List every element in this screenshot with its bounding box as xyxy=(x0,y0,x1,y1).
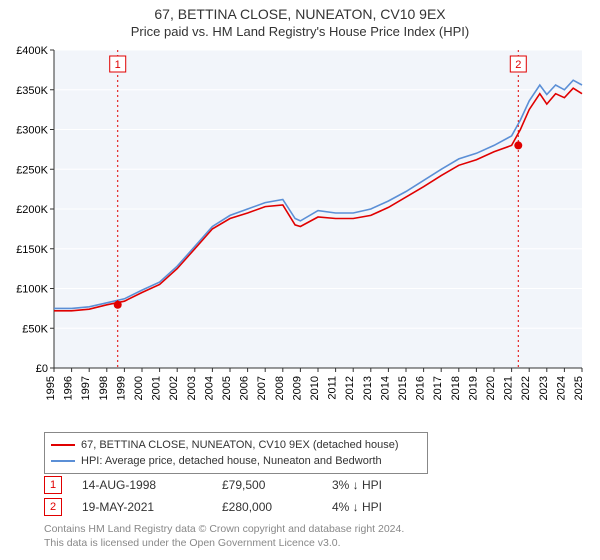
sale-date: 19-MAY-2021 xyxy=(82,500,222,514)
svg-text:2005: 2005 xyxy=(221,376,233,400)
svg-text:2008: 2008 xyxy=(274,376,286,400)
sale-price: £280,000 xyxy=(222,500,332,514)
svg-text:2012: 2012 xyxy=(344,376,356,400)
svg-text:2022: 2022 xyxy=(520,376,532,400)
svg-text:2021: 2021 xyxy=(503,376,515,400)
svg-text:2003: 2003 xyxy=(186,376,198,400)
svg-text:£300K: £300K xyxy=(16,125,48,137)
price-chart: £0 £50K £100K £150K £200K £250K £300K £350K £400… xyxy=(10,44,590,424)
svg-text:2014: 2014 xyxy=(379,376,391,400)
footer-line: Contains HM Land Registry data © Crown c… xyxy=(44,522,404,536)
svg-text:2009: 2009 xyxy=(291,376,303,400)
legend-item: HPI: Average price, detached house, Nune… xyxy=(51,453,421,469)
svg-text:2018: 2018 xyxy=(450,376,462,400)
svg-text:2017: 2017 xyxy=(432,376,444,400)
svg-text:£400K: £400K xyxy=(16,45,48,57)
table-row: 2 19-MAY-2021 £280,000 4% ↓ HPI xyxy=(44,496,422,518)
svg-text:2002: 2002 xyxy=(168,376,180,400)
svg-text:2: 2 xyxy=(515,59,521,71)
svg-text:2016: 2016 xyxy=(415,376,427,400)
svg-text:2023: 2023 xyxy=(538,376,550,400)
svg-text:2015: 2015 xyxy=(397,376,409,400)
svg-text:2025: 2025 xyxy=(573,376,585,400)
sales-table: 1 14-AUG-1998 £79,500 3% ↓ HPI 2 19-MAY-… xyxy=(44,474,422,518)
svg-text:£50K: £50K xyxy=(22,323,48,335)
sale-price: £79,500 xyxy=(222,478,332,492)
svg-text:2013: 2013 xyxy=(362,376,374,400)
sale-marker-icon: 1 xyxy=(44,476,62,494)
svg-text:2011: 2011 xyxy=(327,376,339,400)
svg-text:2024: 2024 xyxy=(555,376,567,400)
legend-swatch xyxy=(51,444,75,446)
svg-text:£0: £0 xyxy=(36,363,48,375)
svg-text:£200K: £200K xyxy=(16,204,48,216)
svg-text:2007: 2007 xyxy=(256,376,268,400)
legend-label: 67, BETTINA CLOSE, NUNEATON, CV10 9EX (d… xyxy=(81,437,399,453)
svg-text:2006: 2006 xyxy=(239,376,251,400)
svg-text:2004: 2004 xyxy=(203,376,215,400)
svg-text:1995: 1995 xyxy=(45,376,57,400)
legend-item: 67, BETTINA CLOSE, NUNEATON, CV10 9EX (d… xyxy=(51,437,421,453)
footer-line: This data is licensed under the Open Gov… xyxy=(44,536,404,550)
svg-text:1999: 1999 xyxy=(115,376,127,400)
attribution-footer: Contains HM Land Registry data © Crown c… xyxy=(44,522,404,550)
svg-text:£100K: £100K xyxy=(16,284,48,296)
svg-text:1: 1 xyxy=(115,59,121,71)
svg-text:2000: 2000 xyxy=(133,376,145,400)
svg-text:£350K: £350K xyxy=(16,85,48,97)
sale-vs-hpi: 4% ↓ HPI xyxy=(332,500,422,514)
svg-text:2001: 2001 xyxy=(151,376,163,400)
sale-date: 14-AUG-1998 xyxy=(82,478,222,492)
svg-text:2020: 2020 xyxy=(485,376,497,400)
legend-swatch xyxy=(51,460,75,462)
svg-text:£250K: £250K xyxy=(16,164,48,176)
page-title: 67, BETTINA CLOSE, NUNEATON, CV10 9EX xyxy=(0,0,600,22)
legend-label: HPI: Average price, detached house, Nune… xyxy=(81,453,382,469)
sale-marker-icon: 2 xyxy=(44,498,62,516)
legend: 67, BETTINA CLOSE, NUNEATON, CV10 9EX (d… xyxy=(44,432,428,474)
svg-text:£150K: £150K xyxy=(16,244,48,256)
svg-text:1997: 1997 xyxy=(80,376,92,400)
sale-vs-hpi: 3% ↓ HPI xyxy=(332,478,422,492)
page-subtitle: Price paid vs. HM Land Registry's House … xyxy=(0,22,600,43)
svg-text:1996: 1996 xyxy=(63,376,75,400)
svg-text:1998: 1998 xyxy=(98,376,110,400)
svg-text:2019: 2019 xyxy=(467,376,479,400)
svg-text:2010: 2010 xyxy=(309,376,321,400)
table-row: 1 14-AUG-1998 £79,500 3% ↓ HPI xyxy=(44,474,422,496)
